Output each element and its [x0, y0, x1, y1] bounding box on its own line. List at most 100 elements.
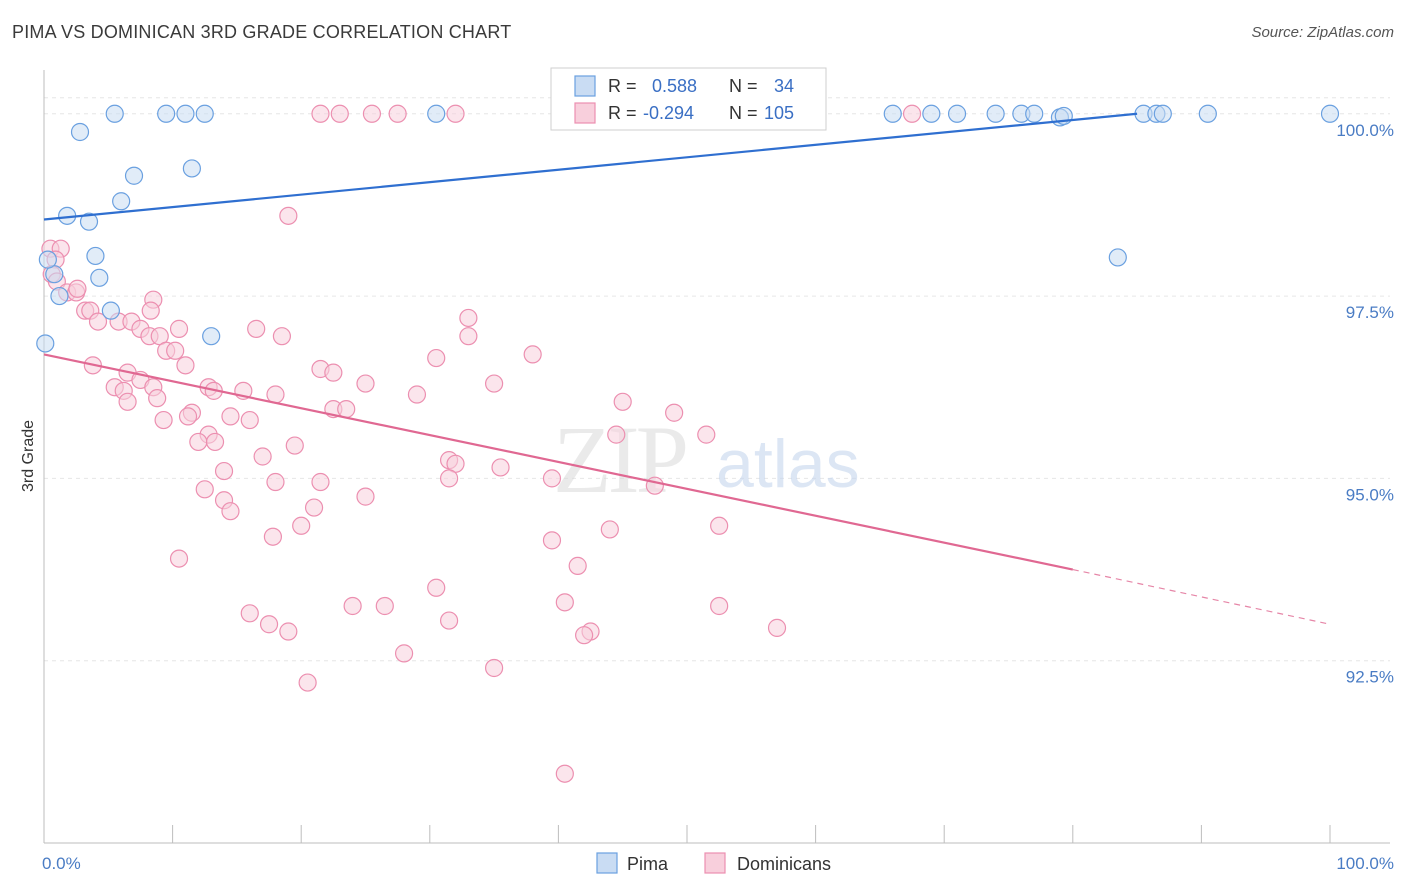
dominicans-point: [330, 104, 349, 123]
dominicans-point: [311, 472, 330, 492]
dominicans-point: [362, 104, 382, 123]
dominicans-point: [555, 764, 574, 783]
dominicans-point: [221, 407, 240, 426]
dominicans-point: [485, 658, 504, 678]
x-tick-labels: 0.0% 100.0%: [42, 854, 1394, 873]
dominicans-point: [697, 425, 716, 444]
pima-point: [1108, 248, 1127, 267]
dominicans-point: [285, 436, 304, 455]
dominicans-point: [189, 432, 208, 452]
axes: [43, 70, 1390, 844]
y-tick-label: 97.5%: [1346, 303, 1394, 322]
legend-swatch-dominicans: [574, 102, 596, 124]
dominicans-point: [221, 502, 240, 521]
legend-r-label-dominicans: R =: [608, 103, 637, 123]
pima-trend-line: [43, 112, 1138, 221]
pima-point: [79, 212, 99, 231]
series-legend-label-pima: Pima: [627, 854, 669, 874]
pima-point: [101, 301, 120, 320]
pima-point: [1025, 104, 1044, 123]
dominicans-point: [542, 469, 562, 488]
watermark: ZIP atlas: [553, 406, 860, 513]
y-axis-title: 3rd Grade: [20, 420, 37, 492]
dominicans-point: [343, 596, 362, 616]
dominicans-point: [613, 392, 632, 411]
dominicans-point: [394, 644, 414, 663]
chart-source: Source: ZipAtlas.com: [1251, 24, 1394, 41]
dominicans-point: [459, 327, 478, 346]
legend-n-value-pima: 34: [774, 76, 794, 96]
dominicans-point: [356, 487, 375, 506]
dominicans-point: [141, 301, 160, 320]
pima-points: [36, 104, 1340, 353]
pima-point: [90, 268, 109, 287]
legend-n-value-dominicans: 105: [764, 103, 794, 123]
dominicans-point: [427, 578, 446, 597]
dominicans-point: [292, 516, 311, 535]
pima-point: [182, 159, 201, 178]
dominicans-point: [324, 363, 343, 382]
dominicans-point: [459, 308, 478, 328]
dominicans-point: [645, 476, 664, 495]
dominicans-point: [439, 469, 459, 488]
dominicans-point: [266, 472, 285, 492]
dominicans-point: [178, 407, 198, 426]
pima-point: [124, 166, 144, 185]
dominicans-trend-extension: [1072, 568, 1331, 625]
dominicans-point: [356, 374, 375, 393]
dominicans-point: [767, 618, 787, 637]
dominicans-point: [555, 593, 574, 612]
pima-point: [986, 104, 1005, 123]
legend-n-label-pima: N =: [729, 76, 758, 96]
dominicans-point: [169, 319, 189, 338]
series-legend-label-dominicans: Dominicans: [737, 854, 831, 874]
dominicans-point: [485, 374, 504, 393]
pima-point: [176, 104, 195, 123]
pima-point: [883, 104, 902, 123]
dominicans-point: [607, 425, 626, 444]
dominicans-point: [446, 104, 465, 123]
y-tick-label: 92.5%: [1346, 668, 1394, 687]
grid-lines: [44, 97, 1390, 662]
dominicans-point: [195, 480, 214, 499]
dominicans-point: [176, 356, 195, 375]
pima-point: [38, 250, 57, 269]
dominicans-point: [253, 447, 272, 466]
pima-point: [112, 192, 131, 211]
chart-title: PIMA VS DOMINICAN 3RD GRADE CORRELATION …: [12, 22, 512, 42]
pima-point: [157, 104, 176, 123]
dominicans-point: [388, 104, 407, 123]
pima-point: [70, 122, 90, 142]
series-legend: Pima Dominicans: [596, 852, 831, 874]
pima-point: [922, 104, 941, 123]
dominicans-point: [427, 348, 446, 368]
dominicans-point: [259, 615, 279, 634]
dominicans-point: [575, 626, 594, 645]
correlation-legend: R = 0.588 N = 34 R = -0.294 N = 105: [550, 67, 827, 131]
dominicans-point: [240, 604, 259, 623]
legend-n-label-dominicans: N =: [729, 103, 758, 123]
dominicans-point: [263, 527, 283, 546]
pima-point: [427, 104, 446, 123]
pima-point: [1153, 104, 1172, 123]
dominicans-point: [88, 312, 108, 331]
legend-r-value-dominicans: -0.294: [643, 103, 694, 123]
pima-point: [202, 327, 221, 346]
legend-r-value-pima: 0.588: [652, 76, 697, 96]
y-tick-label: 100.0%: [1336, 121, 1394, 140]
dominicans-point: [375, 596, 394, 616]
dominicans-point: [710, 596, 729, 616]
dominicans-point: [148, 389, 167, 408]
dominicans-point: [439, 611, 459, 630]
legend-swatch-pima: [574, 75, 596, 97]
dominicans-point: [166, 341, 185, 360]
series-legend-swatch-dominicans: [704, 852, 726, 874]
dominicans-point: [568, 556, 587, 575]
dominicans-point: [304, 498, 324, 517]
pima-point: [195, 104, 214, 123]
pima-point: [36, 334, 55, 353]
dominicans-point: [279, 206, 298, 225]
dominicans-point: [491, 458, 510, 477]
x-tick-label-max: 100.0%: [1336, 854, 1394, 873]
